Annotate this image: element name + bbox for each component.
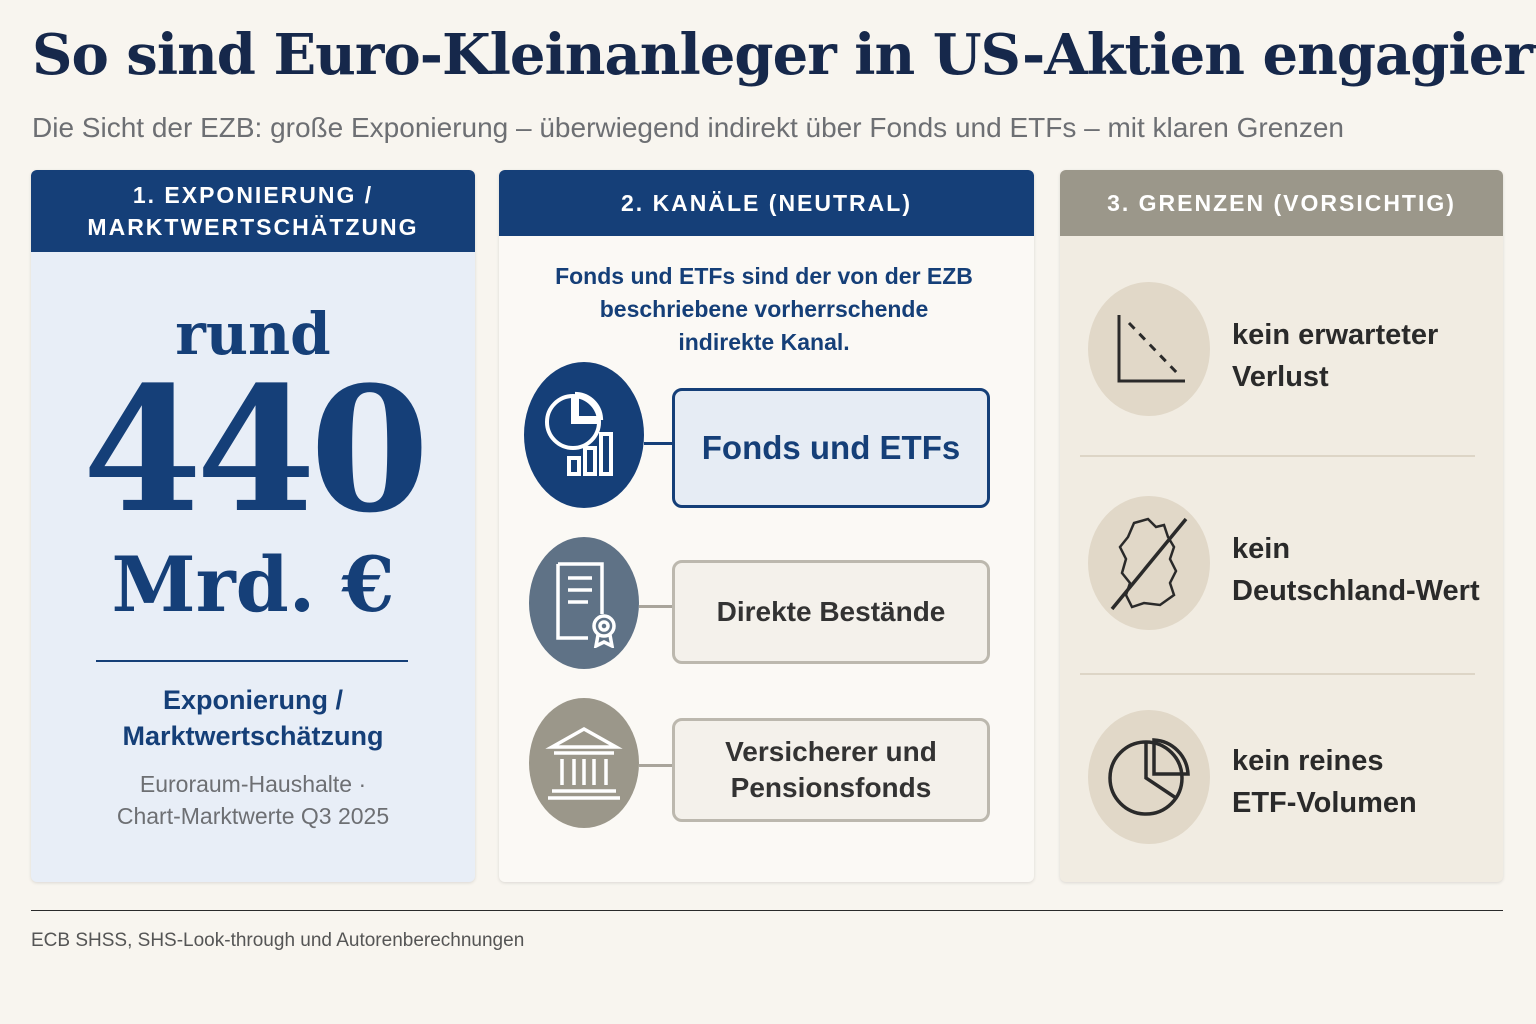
- exposure-note: Euroraum-Haushalte · Chart-Marktwerte Q3…: [31, 768, 475, 832]
- channels-panel: 2. KANÄLE (NEUTRAL) Fonds und ETFs sind …: [499, 170, 1034, 882]
- pie-chart-icon: [1088, 710, 1210, 844]
- declining-chart-icon: [1088, 282, 1210, 416]
- footer-divider: [31, 910, 1503, 911]
- channel-direkte-bestaende-label: Direkte Bestände: [716, 596, 946, 627]
- limit-2-line1: kein: [1232, 533, 1291, 565]
- source-note: ECB SHSS, SHS-Look-through und Autorenbe…: [31, 930, 525, 951]
- exposure-header-line2: MARKTWERTSCHÄTZUNG: [87, 214, 419, 240]
- value-prefix: rund: [175, 300, 331, 368]
- connector-line: [639, 605, 672, 608]
- exposure-note-line1: Euroraum-Haushalte ·: [139, 771, 367, 797]
- channels-intro-line2: beschriebene vorherrschende: [599, 296, 929, 322]
- limit-2-line2: Deutschland-Wert: [1232, 575, 1480, 607]
- exposure-label-line2: Marktwertschätzung: [122, 721, 384, 751]
- limit-kein-etf-volumen: kein reines ETF-Volumen: [1232, 740, 1492, 824]
- channel-versicherer-label-line1: Versicherer und: [725, 736, 937, 767]
- limit-3-line1: kein reines: [1232, 745, 1384, 777]
- divider: [96, 660, 408, 662]
- exposure-label: Exponierung / Marktwertschätzung: [31, 682, 475, 754]
- exposure-panel-header: 1. EXPONIERUNG / MARKTWERTSCHÄTZUNG: [31, 170, 475, 252]
- germany-map-crossed-icon: [1088, 496, 1210, 630]
- channel-versicherer-pensionsfonds: Versicherer und Pensionsfonds: [672, 718, 990, 822]
- exposure-label-line1: Exponierung /: [162, 685, 343, 715]
- limit-kein-verlust: kein erwarteter Verlust: [1232, 314, 1492, 398]
- limit-3-line2: ETF-Volumen: [1232, 787, 1417, 819]
- limit-separator: [1080, 673, 1475, 675]
- page-subtitle: Die Sicht der EZB: große Exponierung – ü…: [32, 112, 1344, 143]
- limit-kein-deutschland-wert: kein Deutschland-Wert: [1232, 528, 1492, 612]
- channel-versicherer-label-line2: Pensionsfonds: [730, 772, 932, 803]
- limits-panel: 3. GRENZEN (VORSICHTIG) kein erwarteter …: [1060, 170, 1503, 882]
- connector-line: [644, 442, 672, 445]
- channels-intro: Fonds und ETFs sind der von der EZB besc…: [529, 260, 999, 359]
- limits-panel-header: 3. GRENZEN (VORSICHTIG): [1060, 170, 1503, 236]
- channel-direkte-bestaende: Direkte Bestände: [672, 560, 990, 664]
- exposure-header-line1: 1. EXPONIERUNG /: [132, 182, 374, 208]
- channels-intro-line1: Fonds und ETFs sind der von der EZB: [555, 263, 973, 289]
- exposure-value: 440: [82, 348, 429, 551]
- limit-1-line2: Verlust: [1232, 361, 1329, 393]
- channels-panel-header: 2. KANÄLE (NEUTRAL): [499, 170, 1034, 236]
- certificate-document-icon: [529, 537, 639, 669]
- pie-bar-chart-icon: [524, 362, 644, 508]
- page-title: So sind Euro-Kleinanleger in US-Aktien e…: [32, 22, 1536, 88]
- channel-fonds-etfs: Fonds und ETFs: [672, 388, 990, 508]
- limit-separator: [1080, 455, 1475, 457]
- limit-1-line1: kein erwarteter: [1232, 319, 1439, 351]
- exposure-unit: Mrd. €: [111, 540, 395, 629]
- connector-line: [639, 764, 672, 767]
- exposure-panel: 1. EXPONIERUNG / MARKTWERTSCHÄTZUNG rund…: [31, 170, 475, 882]
- institution-building-icon: [529, 698, 639, 828]
- channel-fonds-etfs-label: Fonds und ETFs: [701, 429, 961, 466]
- channels-intro-line3: indirekte Kanal.: [678, 329, 850, 355]
- exposure-note-line2: Chart-Marktwerte Q3 2025: [116, 803, 390, 829]
